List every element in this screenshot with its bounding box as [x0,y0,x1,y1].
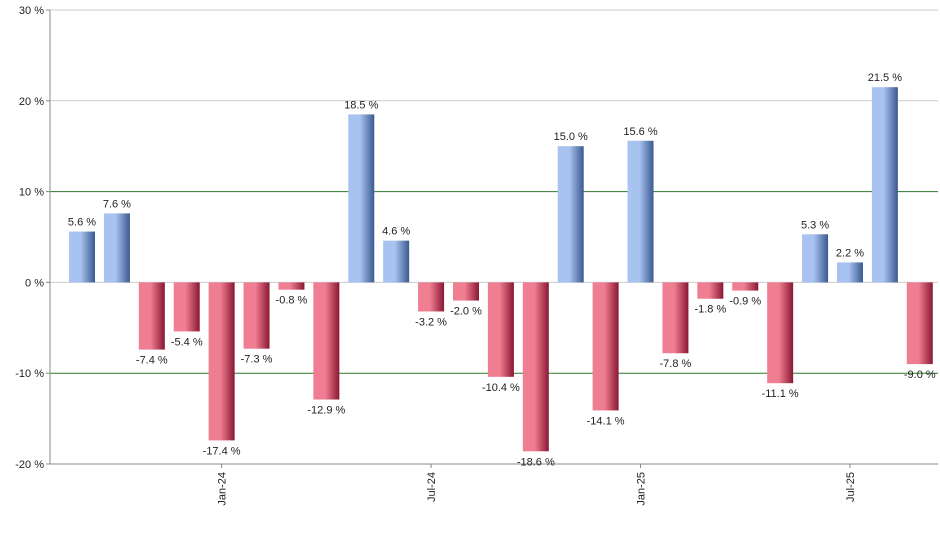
data-label: -0.9 % [729,296,761,308]
x-tick-label: Jan-25 [636,472,648,506]
data-label: 21.5 % [868,72,902,84]
bar-negative [313,282,340,400]
data-label: -5.4 % [171,336,203,348]
bar-positive [627,140,654,283]
data-label: -14.1 % [587,415,625,427]
bar-positive [871,87,898,283]
bar-negative [243,282,270,349]
bar-positive [69,231,95,283]
data-label: -12.9 % [307,405,345,417]
bar-negative [173,282,200,332]
data-label: 15.0 % [554,131,588,143]
y-tick-label: -10 % [15,368,44,380]
data-label: -7.8 % [660,358,692,370]
data-label: 7.6 % [103,198,131,210]
data-label: 4.6 % [382,226,410,238]
bar-negative [522,282,549,452]
x-tick-labels: Jan-24 Jul-24 Jan-25 Jul-25 [217,472,857,506]
bar-negative [208,282,235,441]
bar-negative [662,282,689,354]
bar-negative [697,282,724,299]
bar-negative [278,282,305,290]
data-label: -7.3 % [241,354,273,366]
data-label: -11.1 % [762,388,799,400]
bar-negative [906,282,933,365]
data-label: -18.6 % [517,456,555,468]
data-label: -7.4 % [136,355,168,367]
bar-negative [732,282,759,291]
bar-negative [487,282,514,377]
data-label: 5.3 % [801,219,829,231]
y-tick-labels: -20 % -10 % 0 % 10 % 20 % 30 % [15,5,44,471]
data-label: 18.5 % [344,99,378,111]
x-tick-label: Jul-25 [845,472,857,502]
data-labels: 5.6 % 7.6 % -7.4 %-5.4 % -17.4 % -7.3 % -0.8 … [68,72,936,468]
bar-positive [802,234,829,283]
bars [69,87,933,452]
y-tick-label: 20 % [19,96,44,108]
y-tick-label: 10 % [19,187,44,199]
data-label: -10.4 % [482,382,520,394]
data-label: -0.8 % [276,295,308,307]
y-tick-label: 0 % [25,277,44,289]
data-label: 15.6 % [623,126,657,138]
x-tick-label: Jan-24 [217,472,229,506]
bar-negative [767,282,794,384]
bar-positive [348,114,375,283]
bar-negative [138,282,165,350]
data-label: -3.2 % [415,316,447,328]
data-label: -17.4 % [203,445,241,457]
data-label: -1.8 % [694,304,726,316]
bar-negative [452,282,479,301]
bar-negative [592,282,619,411]
bar-positive [103,213,130,283]
y-tick-label: 30 % [19,5,44,17]
bar-negative [418,282,445,312]
x-tick-label: Jul-24 [426,472,438,502]
y-tick-label: -20 % [15,459,44,471]
data-label: 5.6 % [68,217,96,229]
data-label: -2.0 % [450,306,482,318]
axes [46,9,938,468]
bar-positive [836,262,863,283]
data-label: -9.0 % [904,369,936,381]
bar-positive [557,146,584,283]
bar-positive [383,240,410,283]
data-label: 2.2 % [836,247,864,259]
